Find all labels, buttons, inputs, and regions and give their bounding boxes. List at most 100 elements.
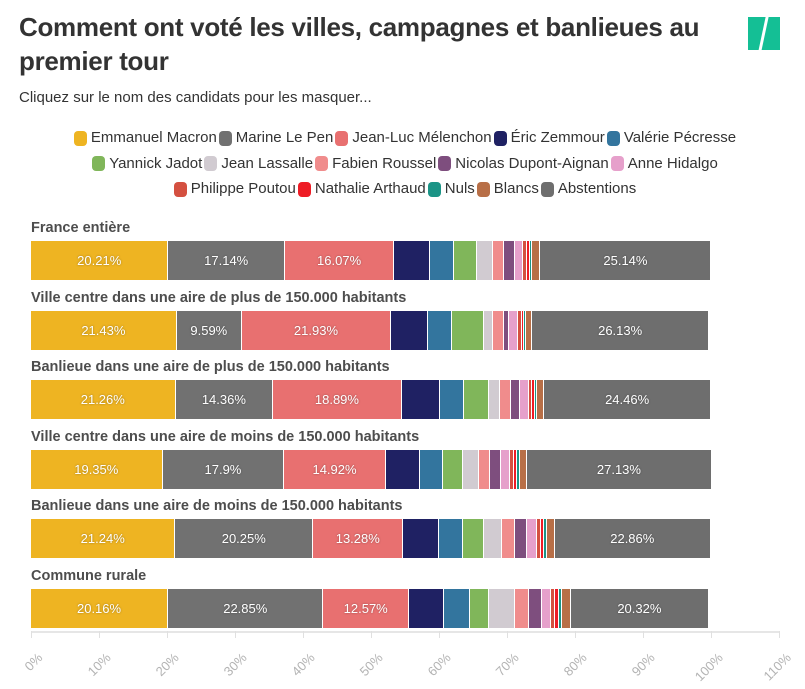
bar-segment-marine-le-pen[interactable]: 9.59% [176,310,242,350]
bar-segment-blancs[interactable] [519,449,528,489]
bar-segment-blancs[interactable] [532,241,541,280]
bar-segment-philippe-poutou[interactable] [510,449,515,489]
bar-segment-valerie-pecresse[interactable] [444,589,471,628]
bar-segment-jean-lassalle[interactable] [489,589,515,628]
bar-segment-eric-zemmour[interactable] [394,241,431,280]
bar-segment-jean-lassalle[interactable] [462,449,479,489]
legend-item-marine-le-pen[interactable]: Marine Le Pen [218,127,333,149]
bar-segment-philippe-poutou[interactable] [551,589,556,628]
legend-item-jean-luc-melenchon[interactable]: Jean-Luc Mélenchon [335,127,492,149]
bar-segment-marine-le-pen[interactable]: 17.9% [162,449,285,489]
legend-item-eric-zemmour[interactable]: Éric Zemmour [493,127,605,149]
bar-segment-eric-zemmour[interactable] [408,589,445,628]
bar-segment-yannick-jadot[interactable] [470,589,490,628]
bar-segment-philippe-poutou[interactable] [536,519,541,559]
bar-segment-anne-hidalgo[interactable] [527,519,537,559]
bar-segment-emmanuel-macron[interactable]: 19.35% [31,449,163,489]
bar-segment-marine-le-pen[interactable]: 14.36% [175,380,274,420]
bar-segment-nicolas-dupont-aignan[interactable] [504,241,515,280]
bar-segment-nathalie-arthaud[interactable] [532,380,535,420]
bar-segment-eric-zemmour[interactable] [401,380,440,420]
bar-segment-nuls[interactable] [544,519,547,559]
legend-item-valerie-pecresse[interactable]: Valérie Pécresse [606,127,736,149]
bar-segment-fabien-roussel[interactable] [492,241,505,280]
bar-segment-valerie-pecresse[interactable] [439,380,464,420]
bar-segment-philippe-poutou[interactable] [528,380,533,420]
bar-segment-anne-hidalgo[interactable] [514,241,523,280]
bar-segment-yannick-jadot[interactable] [451,310,485,350]
bar-segment-philippe-poutou[interactable] [518,310,522,350]
bar-segment-jean-luc-melenchon[interactable]: 14.92% [284,449,386,489]
bar-segment-nathalie-arthaud[interactable] [540,519,545,559]
bar-segment-nicolas-dupont-aignan[interactable] [528,589,543,628]
bar-segment-jean-lassalle[interactable] [477,241,493,280]
bar-segment-fabien-roussel[interactable] [478,449,490,489]
bar-segment-nuls[interactable] [523,310,526,350]
bar-segment-abstentions[interactable]: 25.14% [540,241,712,280]
bar-segment-eric-zemmour[interactable] [403,519,439,559]
bar-segment-emmanuel-macron[interactable]: 21.24% [31,519,176,559]
bar-segment-fabien-roussel[interactable] [502,519,515,559]
bar-segment-anne-hidalgo[interactable] [519,380,529,420]
bar-segment-yannick-jadot[interactable] [462,519,485,559]
legend-item-blancs[interactable]: Blancs [476,178,539,200]
bar-segment-eric-zemmour[interactable] [385,449,420,489]
bar-segment-yannick-jadot[interactable] [442,449,463,489]
bar-segment-blancs[interactable] [536,380,545,420]
bar-segment-abstentions[interactable]: 20.32% [570,589,709,628]
bar-segment-emmanuel-macron[interactable]: 20.16% [31,589,169,628]
bar-segment-jean-lassalle[interactable] [484,310,494,350]
bar-segment-jean-luc-melenchon[interactable]: 21.93% [241,310,392,350]
legend-item-abstentions[interactable]: Abstentions [540,178,636,200]
bar-segment-emmanuel-macron[interactable]: 20.21% [31,241,169,280]
bar-segment-nathalie-arthaud[interactable] [514,449,517,489]
bar-segment-fabien-roussel[interactable] [493,310,504,350]
bar-segment-valerie-pecresse[interactable] [438,519,463,559]
bar-segment-valerie-pecresse[interactable] [430,241,455,280]
bar-segment-marine-le-pen[interactable]: 22.85% [168,589,324,628]
bar-segment-yannick-jadot[interactable] [463,380,489,420]
bar-segment-nuls[interactable] [516,449,520,489]
bar-segment-abstentions[interactable]: 24.46% [544,380,711,420]
bar-segment-nathalie-arthaud[interactable] [521,310,524,350]
bar-segment-emmanuel-macron[interactable]: 21.26% [31,380,176,420]
bar-segment-jean-luc-melenchon[interactable]: 13.28% [313,519,404,559]
bar-segment-abstentions[interactable]: 27.13% [527,449,712,489]
legend-item-philippe-poutou[interactable]: Philippe Poutou [173,178,296,200]
legend-item-fabien-roussel[interactable]: Fabien Roussel [315,153,436,175]
legend-item-nathalie-arthaud[interactable]: Nathalie Arthaud [297,178,426,200]
bar-segment-nicolas-dupont-aignan[interactable] [514,519,528,559]
bar-segment-nathalie-arthaud[interactable] [526,241,530,280]
bar-segment-anne-hidalgo[interactable] [508,310,519,350]
bar-segment-blancs[interactable] [525,310,532,350]
bar-segment-nicolas-dupont-aignan[interactable] [489,449,501,489]
bar-segment-philippe-poutou[interactable] [522,241,527,280]
bar-segment-nicolas-dupont-aignan[interactable] [503,310,509,350]
legend-item-nicolas-dupont-aignan[interactable]: Nicolas Dupont-Aignan [438,153,609,175]
bar-segment-nuls[interactable] [529,241,533,280]
bar-segment-blancs[interactable] [546,519,556,559]
bar-segment-jean-luc-melenchon[interactable]: 16.07% [284,241,395,280]
bar-segment-valerie-pecresse[interactable] [427,310,452,350]
bar-segment-valerie-pecresse[interactable] [419,449,443,489]
bar-segment-nicolas-dupont-aignan[interactable] [511,380,520,420]
legend-item-emmanuel-macron[interactable]: Emmanuel Macron [73,127,217,149]
legend-item-nuls[interactable]: Nuls [427,178,475,200]
legend-item-jean-lassalle[interactable]: Jean Lassalle [204,153,313,175]
bar-segment-fabien-roussel[interactable] [500,380,512,420]
bar-segment-anne-hidalgo[interactable] [500,449,511,489]
bar-segment-nuls[interactable] [558,589,562,628]
bar-segment-jean-luc-melenchon[interactable]: 12.57% [323,589,409,628]
bar-segment-jean-lassalle[interactable] [488,380,501,420]
bar-segment-abstentions[interactable]: 26.13% [531,310,710,350]
bar-segment-abstentions[interactable]: 22.86% [555,519,711,559]
bar-segment-emmanuel-macron[interactable]: 21.43% [31,310,177,350]
bar-segment-fabien-roussel[interactable] [515,589,529,628]
bar-segment-eric-zemmour[interactable] [391,310,428,350]
bar-segment-marine-le-pen[interactable]: 17.14% [168,241,285,280]
bar-segment-jean-luc-melenchon[interactable]: 18.89% [273,380,402,420]
bar-segment-jean-lassalle[interactable] [484,519,503,559]
bar-segment-anne-hidalgo[interactable] [542,589,552,628]
bar-segment-nathalie-arthaud[interactable] [555,589,559,628]
bar-segment-nuls[interactable] [534,380,537,420]
